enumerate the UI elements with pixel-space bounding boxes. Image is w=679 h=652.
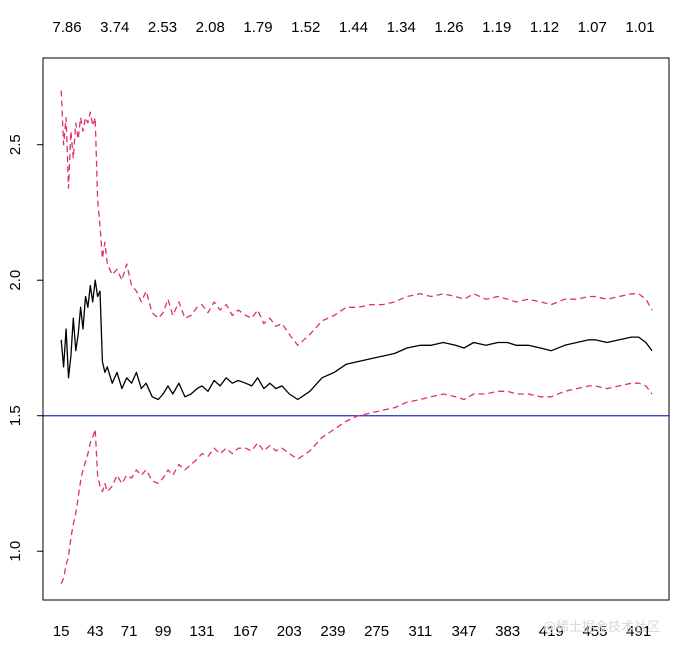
top-tick-label: 1.52 <box>291 19 320 36</box>
top-tick-label: 1.44 <box>339 19 368 36</box>
x-tick-label: 167 <box>233 623 258 640</box>
x-tick-label: 43 <box>87 623 104 640</box>
top-tick-label: 3.74 <box>100 19 129 36</box>
series-layer <box>60 90 653 584</box>
x-tick-label: 311 <box>408 623 432 640</box>
y-tick-label: 1.0 <box>7 541 24 562</box>
x-tick-label: 99 <box>155 623 172 640</box>
x-tick-label: 239 <box>320 623 345 640</box>
x-tick-label: 131 <box>189 623 214 640</box>
top-tick-label: 1.07 <box>578 19 607 36</box>
y-tick-label: 2.5 <box>7 134 24 155</box>
x-tick-label: 71 <box>121 623 138 640</box>
x-tick-label: 275 <box>364 623 389 640</box>
x-tick-label: 203 <box>277 623 302 640</box>
plot-frame <box>42 57 670 601</box>
top-tick-label: 2.53 <box>148 19 177 36</box>
top-axis: 7.86 3.74 2.53 2.08 1.79 1.52 1.44 1.34 1.26 1.19… <box>52 19 654 36</box>
watermark-text: @稀土掘金技术社区 <box>543 619 660 635</box>
top-tick-label: 1.26 <box>434 19 463 36</box>
y-tick-label: 2.0 <box>7 270 24 291</box>
x-tick-label: 15 <box>53 623 70 640</box>
upper-band-line <box>60 90 653 346</box>
top-tick-label: 1.01 <box>625 19 654 36</box>
lower-band-line <box>60 382 653 584</box>
y-axis: 1.0 1.5 2.0 2.5 <box>7 134 43 562</box>
x-tick-label: 455 <box>582 623 607 640</box>
x-tick-label: 383 <box>495 623 520 640</box>
x-tick-label: 419 <box>539 623 564 640</box>
x-tick-label: 491 <box>626 623 651 640</box>
top-tick-label: 2.08 <box>196 19 225 36</box>
x-axis: 15 43 71 99 131 167 203 239 275 311 347 383 419 455 49… <box>53 623 651 640</box>
top-tick-label: 1.12 <box>530 19 559 36</box>
top-tick-label: 1.34 <box>387 19 416 36</box>
x-tick-label: 347 <box>451 623 476 640</box>
top-tick-label: 1.79 <box>243 19 272 36</box>
top-tick-label: 1.19 <box>482 19 511 36</box>
center-series-line <box>60 279 653 401</box>
y-tick-label: 1.5 <box>7 405 24 426</box>
top-tick-label: 7.86 <box>52 19 81 36</box>
